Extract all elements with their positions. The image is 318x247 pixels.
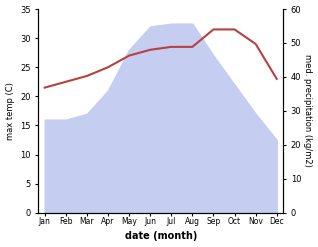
X-axis label: date (month): date (month) — [125, 231, 197, 242]
Y-axis label: med. precipitation (kg/m2): med. precipitation (kg/m2) — [303, 54, 313, 167]
Y-axis label: max temp (C): max temp (C) — [5, 82, 15, 140]
